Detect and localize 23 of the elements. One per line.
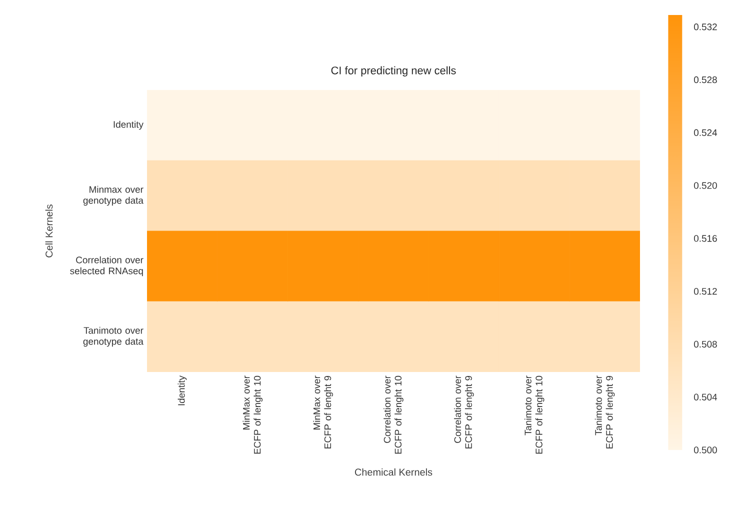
color-bar-label: 0.508 [694, 340, 717, 348]
color-bar-label: 0.512 [694, 288, 717, 295]
color-bar-label: 0.532 [694, 24, 717, 30]
x-tick-label: Tanimoto over ECFP of lenght 10 [524, 376, 544, 454]
color-bar-label: 0.516 [694, 235, 717, 242]
y-tick-label: Tanimoto over genotype data [83, 326, 144, 347]
color-bar-label: 0.524 [694, 129, 718, 136]
x-tick-label: MinMax over ECFP of lenght 10 [242, 376, 263, 454]
x-tick-label: Correlation over ECFP of lenght 9 [454, 376, 474, 448]
y-tick-label: Identity [114, 120, 144, 130]
color-bar-label: 0.500 [694, 446, 717, 454]
x-tick-label: Tanimoto over ECFP of lenght 9 [594, 376, 615, 448]
chart-title: CI for predicting new cells [331, 66, 456, 76]
y-tick-label: Minmax over genotype data [83, 186, 144, 206]
x-tick-label: MinMax over ECFP of lenght 9 [313, 376, 333, 448]
x-axis-title: Chemical Kernels [354, 468, 432, 476]
color-bar-label: 0.520 [694, 182, 717, 189]
color-bar-label: 0.528 [694, 76, 717, 84]
y-tick-label: Correlation over selected RNAseq [70, 256, 144, 276]
x-tick-label: Correlation over ECFP of lenght 10 [384, 376, 404, 454]
y-axis-title: Cell Kernels [45, 204, 53, 258]
x-tick-label: Identity [178, 376, 187, 406]
color-bar-label: 0.504 [694, 394, 718, 400]
